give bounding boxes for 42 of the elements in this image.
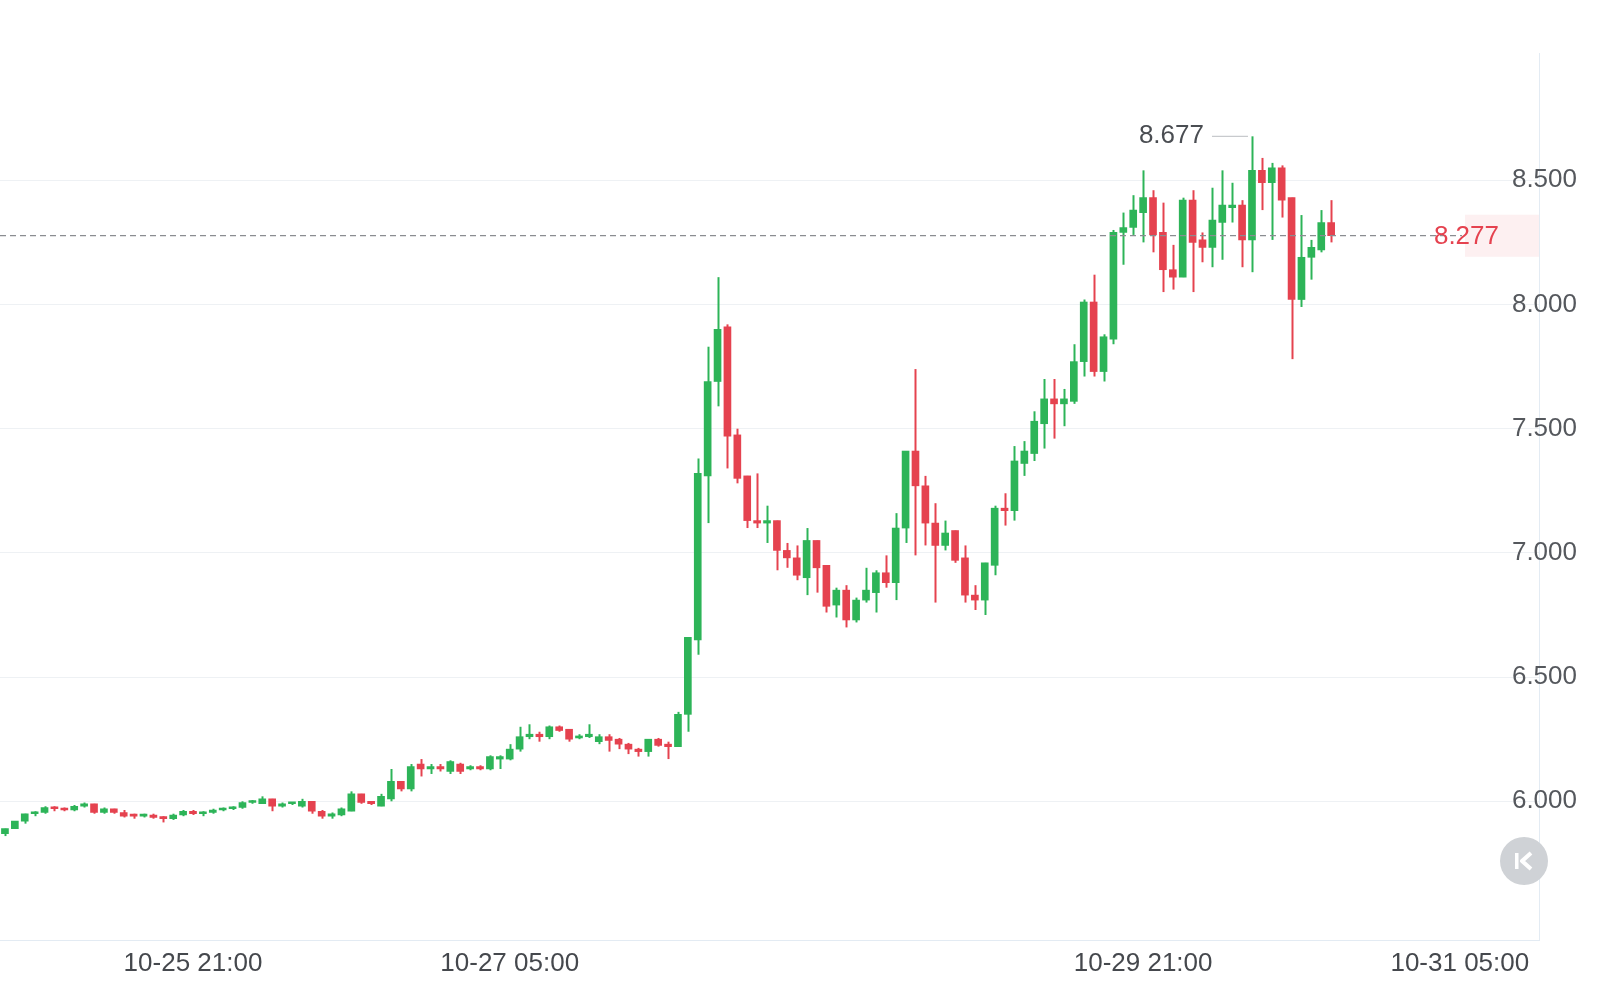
- candlestick: [1060, 387, 1068, 428]
- candlestick: [1129, 194, 1138, 236]
- candlestick: [763, 504, 771, 544]
- candlestick: [941, 519, 949, 552]
- candlestick: [1020, 440, 1029, 477]
- candlestick: [1327, 199, 1335, 244]
- y-tick-label: 8.500: [1511, 163, 1577, 194]
- candlestick: [931, 502, 940, 604]
- candlestick: [1139, 169, 1147, 244]
- y-tick-label: 6.500: [1511, 660, 1577, 691]
- annotation: 8.677: [1138, 119, 1204, 150]
- candlestick: [782, 541, 791, 569]
- candlestick: [1228, 181, 1237, 224]
- candlestick: [1168, 243, 1177, 291]
- candlestick: [1267, 161, 1276, 241]
- candlestick: [1258, 156, 1266, 212]
- candlestick: [872, 569, 880, 614]
- y-tick-label: 6.000: [1511, 784, 1577, 815]
- candlestick: [792, 544, 801, 582]
- x-tick-label: 10-27 05:00: [440, 947, 580, 978]
- candlestick: [753, 472, 761, 530]
- x-tick-label: 10-31 05:00: [1390, 947, 1530, 978]
- candlestick: [832, 586, 841, 619]
- candlestick: [971, 584, 979, 612]
- candlestick: [1198, 231, 1207, 264]
- x-tick-label: 10-25 21:00: [123, 947, 263, 978]
- candlestick: [347, 790, 356, 813]
- candlestick: [852, 596, 860, 624]
- candlestick: [387, 768, 395, 803]
- ref-line-label: 8.277: [1433, 219, 1499, 250]
- candlestick: [406, 763, 415, 793]
- candlestick: [881, 554, 890, 589]
- candlestick: [1119, 211, 1128, 266]
- x-tick-label: 10-29 21:00: [1073, 947, 1213, 978]
- y-tick-label: 8.000: [1511, 287, 1577, 318]
- candlestick: [1050, 378, 1058, 440]
- y-tick-label: 7.500: [1511, 411, 1577, 442]
- candlestick: [515, 725, 524, 753]
- candlestick: [1307, 238, 1316, 281]
- candlestick: [1218, 169, 1227, 261]
- y-tick-label: 7.000: [1511, 536, 1577, 567]
- candlestick: [862, 566, 870, 604]
